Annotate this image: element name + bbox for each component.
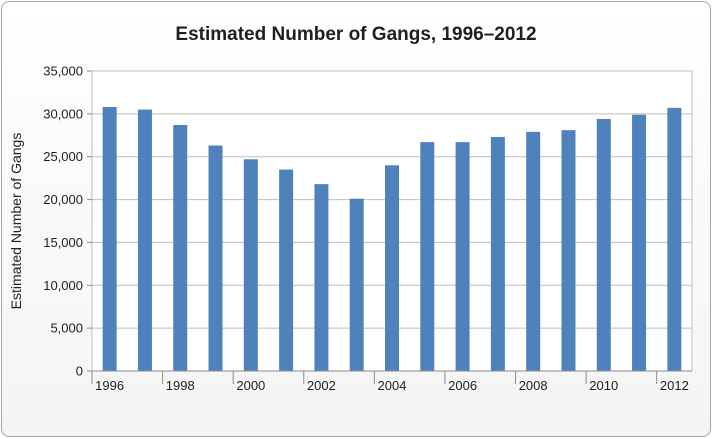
bar [385, 165, 399, 371]
x-tick-label: 1996 [95, 378, 124, 393]
bar [137, 109, 152, 372]
bar [173, 125, 188, 371]
x-tick-label: 2004 [378, 378, 407, 393]
bar [243, 159, 258, 371]
x-axis: 1996 1998 2000 2002 2004 2006 2008 2010 2012 [91, 370, 692, 393]
y-tick-label: 25,000 [43, 149, 83, 164]
bar [455, 142, 470, 371]
bar [490, 137, 505, 371]
bar [632, 114, 647, 371]
bar [102, 107, 117, 371]
bar [420, 142, 435, 371]
y-tick-label: 0 [76, 364, 83, 379]
y-axis: 0 5,000 10,000 15,000 20,000 25,000 30,000 35,0… [43, 64, 92, 379]
bar-series [102, 107, 682, 372]
bar [349, 198, 364, 371]
x-tick-label: 2000 [236, 378, 265, 393]
x-tick-label: 1998 [166, 378, 195, 393]
chart-title: Estimated Number of Gangs, 1996–2012 [175, 24, 536, 45]
y-tick-label: 35,000 [43, 64, 83, 79]
y-tick-label: 10,000 [43, 278, 83, 293]
y-tick-label: 5,000 [50, 321, 83, 336]
bar [279, 169, 294, 371]
y-tick-label: 30,000 [43, 106, 83, 121]
y-tick-label: 15,000 [43, 235, 83, 250]
bar [667, 107, 682, 371]
bar [208, 145, 223, 371]
bar [596, 119, 611, 371]
y-tick-label: 20,000 [43, 192, 83, 207]
x-tick-label: 2002 [307, 378, 336, 393]
x-tick-label: 2010 [589, 378, 618, 393]
x-tick-label: 2012 [660, 378, 689, 393]
bar [526, 131, 541, 371]
bar [314, 184, 329, 371]
x-tick-label: 2008 [519, 378, 548, 393]
x-tick-label: 2006 [448, 378, 477, 393]
y-axis-label: Estimated Number of Gangs [8, 133, 24, 310]
bar [561, 130, 576, 371]
